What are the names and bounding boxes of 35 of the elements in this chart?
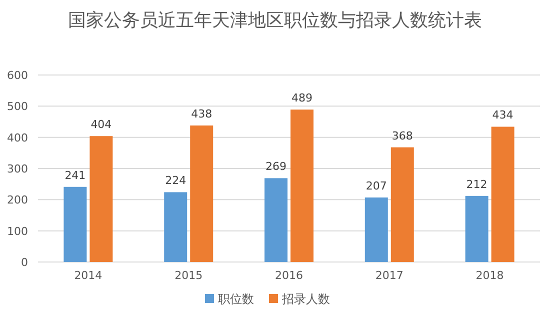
data-label: 404 (90, 118, 112, 132)
bar (164, 192, 188, 262)
bar (64, 186, 87, 262)
x-tick-label: 2016 (275, 269, 303, 282)
legend-label: 职位数 (218, 292, 254, 306)
bar (364, 197, 388, 262)
x-tick-label: 2014 (74, 269, 102, 282)
y-tick-label: 500 (7, 100, 28, 114)
bar (90, 136, 113, 262)
data-label: 368 (392, 129, 413, 142)
data-label: 224 (165, 174, 186, 188)
data-label: 438 (191, 107, 212, 120)
y-tick-label: 600 (7, 69, 28, 82)
bar (290, 110, 314, 262)
y-tick-label: 0 (21, 256, 28, 269)
data-label: 269 (266, 160, 286, 174)
y-tick-label: 400 (7, 131, 28, 144)
bar (190, 125, 214, 262)
bar (491, 126, 514, 262)
y-tick-label: 300 (7, 162, 28, 176)
bar (465, 196, 488, 262)
y-tick-label: 100 (7, 224, 28, 238)
x-tick-label: 2018 (476, 269, 504, 282)
data-label: 489 (292, 92, 312, 105)
chart-title: 国家公务员近五年天津地区职位数与招录人数统计表 (68, 10, 482, 31)
data-label: 207 (366, 179, 387, 192)
legend-label: 招录人数 (281, 292, 330, 306)
x-tick-label: 2015 (174, 269, 203, 282)
data-label: 434 (492, 108, 514, 122)
data-label: 212 (466, 178, 488, 191)
y-tick-label: 200 (7, 194, 28, 207)
x-tick-label: 2017 (375, 269, 404, 282)
bar (264, 178, 288, 262)
data-label: 241 (64, 168, 86, 182)
bar (390, 147, 414, 262)
